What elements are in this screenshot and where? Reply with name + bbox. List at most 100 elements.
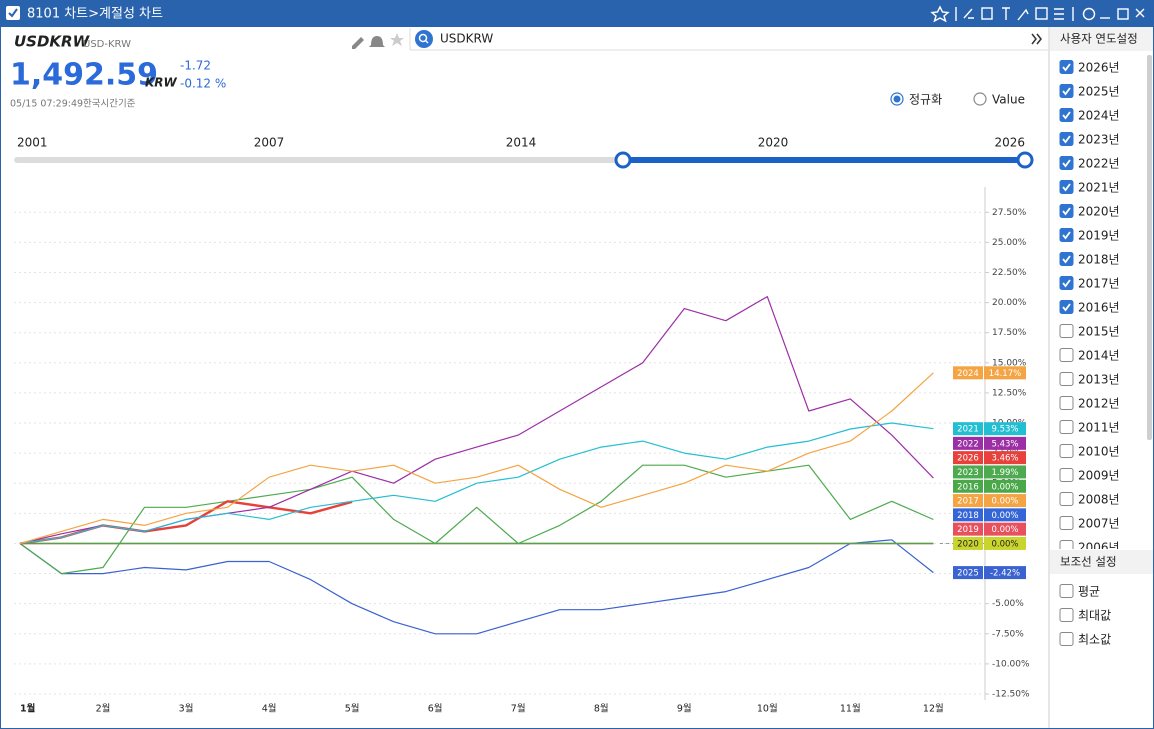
checkbox[interactable] (1059, 468, 1074, 482)
end-label-box (953, 465, 983, 479)
quote-tools[interactable] (352, 33, 404, 49)
y-tick-label: 15.00% (992, 358, 1027, 368)
checkbox[interactable] (1059, 84, 1074, 98)
checkbox[interactable] (1059, 60, 1074, 74)
radio[interactable] (973, 92, 987, 106)
slider-label: 2020 (758, 136, 789, 150)
checkbox-label[interactable]: 2008년 (1078, 493, 1120, 507)
checkbox-label[interactable]: 2025년 (1078, 85, 1120, 99)
checkmark (1062, 231, 1071, 240)
end-label-box (984, 566, 1026, 580)
collapse-button[interactable] (1036, 33, 1042, 45)
checkbox-label[interactable]: 2014년 (1078, 349, 1120, 363)
checkbox[interactable] (1059, 348, 1074, 362)
end-label-value: 0.00% (991, 482, 1018, 492)
checkmark (1062, 183, 1071, 192)
checkmark (1062, 87, 1071, 96)
checkbox[interactable] (1059, 372, 1074, 386)
checkbox[interactable] (1059, 540, 1074, 554)
end-label-box (953, 479, 983, 493)
checkbox[interactable] (1059, 396, 1074, 410)
checkbox-label[interactable]: 2013년 (1078, 373, 1120, 387)
slider-handle[interactable] (1016, 151, 1034, 169)
slider-label: 2026 (994, 136, 1025, 150)
year-list: 2026년 2025년 2024년 2023년 2022년 2021년 2020년 2019년… (1059, 60, 1120, 555)
checkbox[interactable] (1059, 324, 1074, 338)
checkmark (1062, 279, 1071, 288)
checkbox[interactable] (1059, 252, 1074, 266)
checkbox[interactable] (1059, 632, 1074, 646)
end-label-box (953, 451, 983, 465)
checkbox[interactable] (1059, 108, 1074, 122)
checkbox-label[interactable]: 2016년 (1078, 301, 1120, 315)
end-label-name: 2024 (957, 369, 979, 379)
end-label-name: 2023 (957, 468, 979, 478)
search-glass (418, 33, 428, 43)
checkbox-label[interactable]: 2019년 (1078, 229, 1120, 243)
checkbox-label[interactable]: 2011년 (1078, 421, 1120, 435)
checkbox[interactable] (1059, 420, 1074, 434)
end-label-name: 2017 (957, 497, 979, 507)
series-line (19, 372, 934, 545)
checkbox[interactable] (1059, 132, 1074, 146)
checkbox[interactable] (1059, 516, 1074, 530)
checkbox[interactable] (1059, 492, 1074, 506)
slider-handle[interactable] (614, 151, 632, 169)
end-label-value: -2.42% (990, 569, 1020, 579)
symbol-code: USD-KRW (83, 39, 131, 50)
checkbox[interactable] (1059, 300, 1074, 314)
end-label-box (984, 479, 1026, 493)
checkbox[interactable] (1059, 180, 1074, 194)
end-label-box (953, 522, 983, 536)
checkbox-label[interactable]: 2022년 (1078, 157, 1120, 171)
checkbox-label[interactable]: 2020년 (1078, 205, 1120, 219)
y-tick-label: 22.50% (992, 268, 1027, 278)
end-label-value: 5.43% (991, 439, 1018, 449)
window-title: 8101 차트>계절성 차트 (27, 7, 163, 22)
sidebar-title: 보조선 설정 (1060, 555, 1117, 569)
checkbox-label[interactable]: 2012년 (1078, 397, 1120, 411)
scrollbar[interactable] (1147, 55, 1152, 440)
checkbox[interactable] (1059, 444, 1074, 458)
search-button[interactable] (415, 30, 433, 48)
checkbox[interactable] (1059, 276, 1074, 290)
checkbox-label[interactable]: 2018년 (1078, 253, 1120, 267)
x-tick-label: 6월 (428, 703, 443, 715)
checkbox[interactable] (1059, 584, 1074, 598)
checkbox-label[interactable]: 2024년 (1078, 109, 1120, 123)
radio-label[interactable]: Value (992, 93, 1025, 107)
end-label-box (953, 494, 983, 508)
checkbox-label[interactable]: 2026년 (1078, 61, 1120, 75)
window-tools[interactable] (930, 5, 1145, 23)
checkbox-label[interactable]: 2017년 (1078, 277, 1120, 291)
checkbox-label[interactable]: 2007년 (1078, 517, 1120, 531)
end-label-name: 2020 (957, 539, 979, 549)
collapse-button[interactable] (1031, 33, 1037, 45)
checkbox[interactable] (1059, 204, 1074, 218)
checkbox[interactable] (1059, 228, 1074, 242)
checkbox-label[interactable]: 2021년 (1078, 181, 1120, 195)
change-pct: -0.12 % (180, 77, 226, 91)
checkbox-label[interactable]: 평균 (1078, 585, 1100, 599)
end-label-value: 9.53% (991, 425, 1018, 435)
checkbox[interactable] (1059, 156, 1074, 170)
end-label-box (953, 536, 983, 550)
end-label-name: 2018 (957, 511, 979, 521)
checkbox-label[interactable]: 최대값 (1078, 609, 1111, 623)
checkbox-label[interactable]: 2023년 (1078, 133, 1120, 147)
checkmark (1062, 255, 1071, 264)
radio-label[interactable]: 정규화 (909, 93, 942, 107)
checkbox-label[interactable]: 2015년 (1078, 325, 1120, 339)
end-label-box (953, 508, 983, 522)
checkbox[interactable] (1059, 608, 1074, 622)
end-label-box (984, 436, 1026, 450)
checkbox-label[interactable]: 2010년 (1078, 445, 1120, 459)
checkbox-label[interactable]: 최소값 (1078, 633, 1111, 647)
y-tick-label: 27.50% (992, 208, 1027, 218)
checkmark (1062, 111, 1071, 120)
checkbox-label[interactable]: 2006년 (1078, 541, 1120, 555)
checkbox-label[interactable]: 2009년 (1078, 469, 1120, 483)
end-label-box (984, 451, 1026, 465)
title-bar (0, 0, 1154, 27)
